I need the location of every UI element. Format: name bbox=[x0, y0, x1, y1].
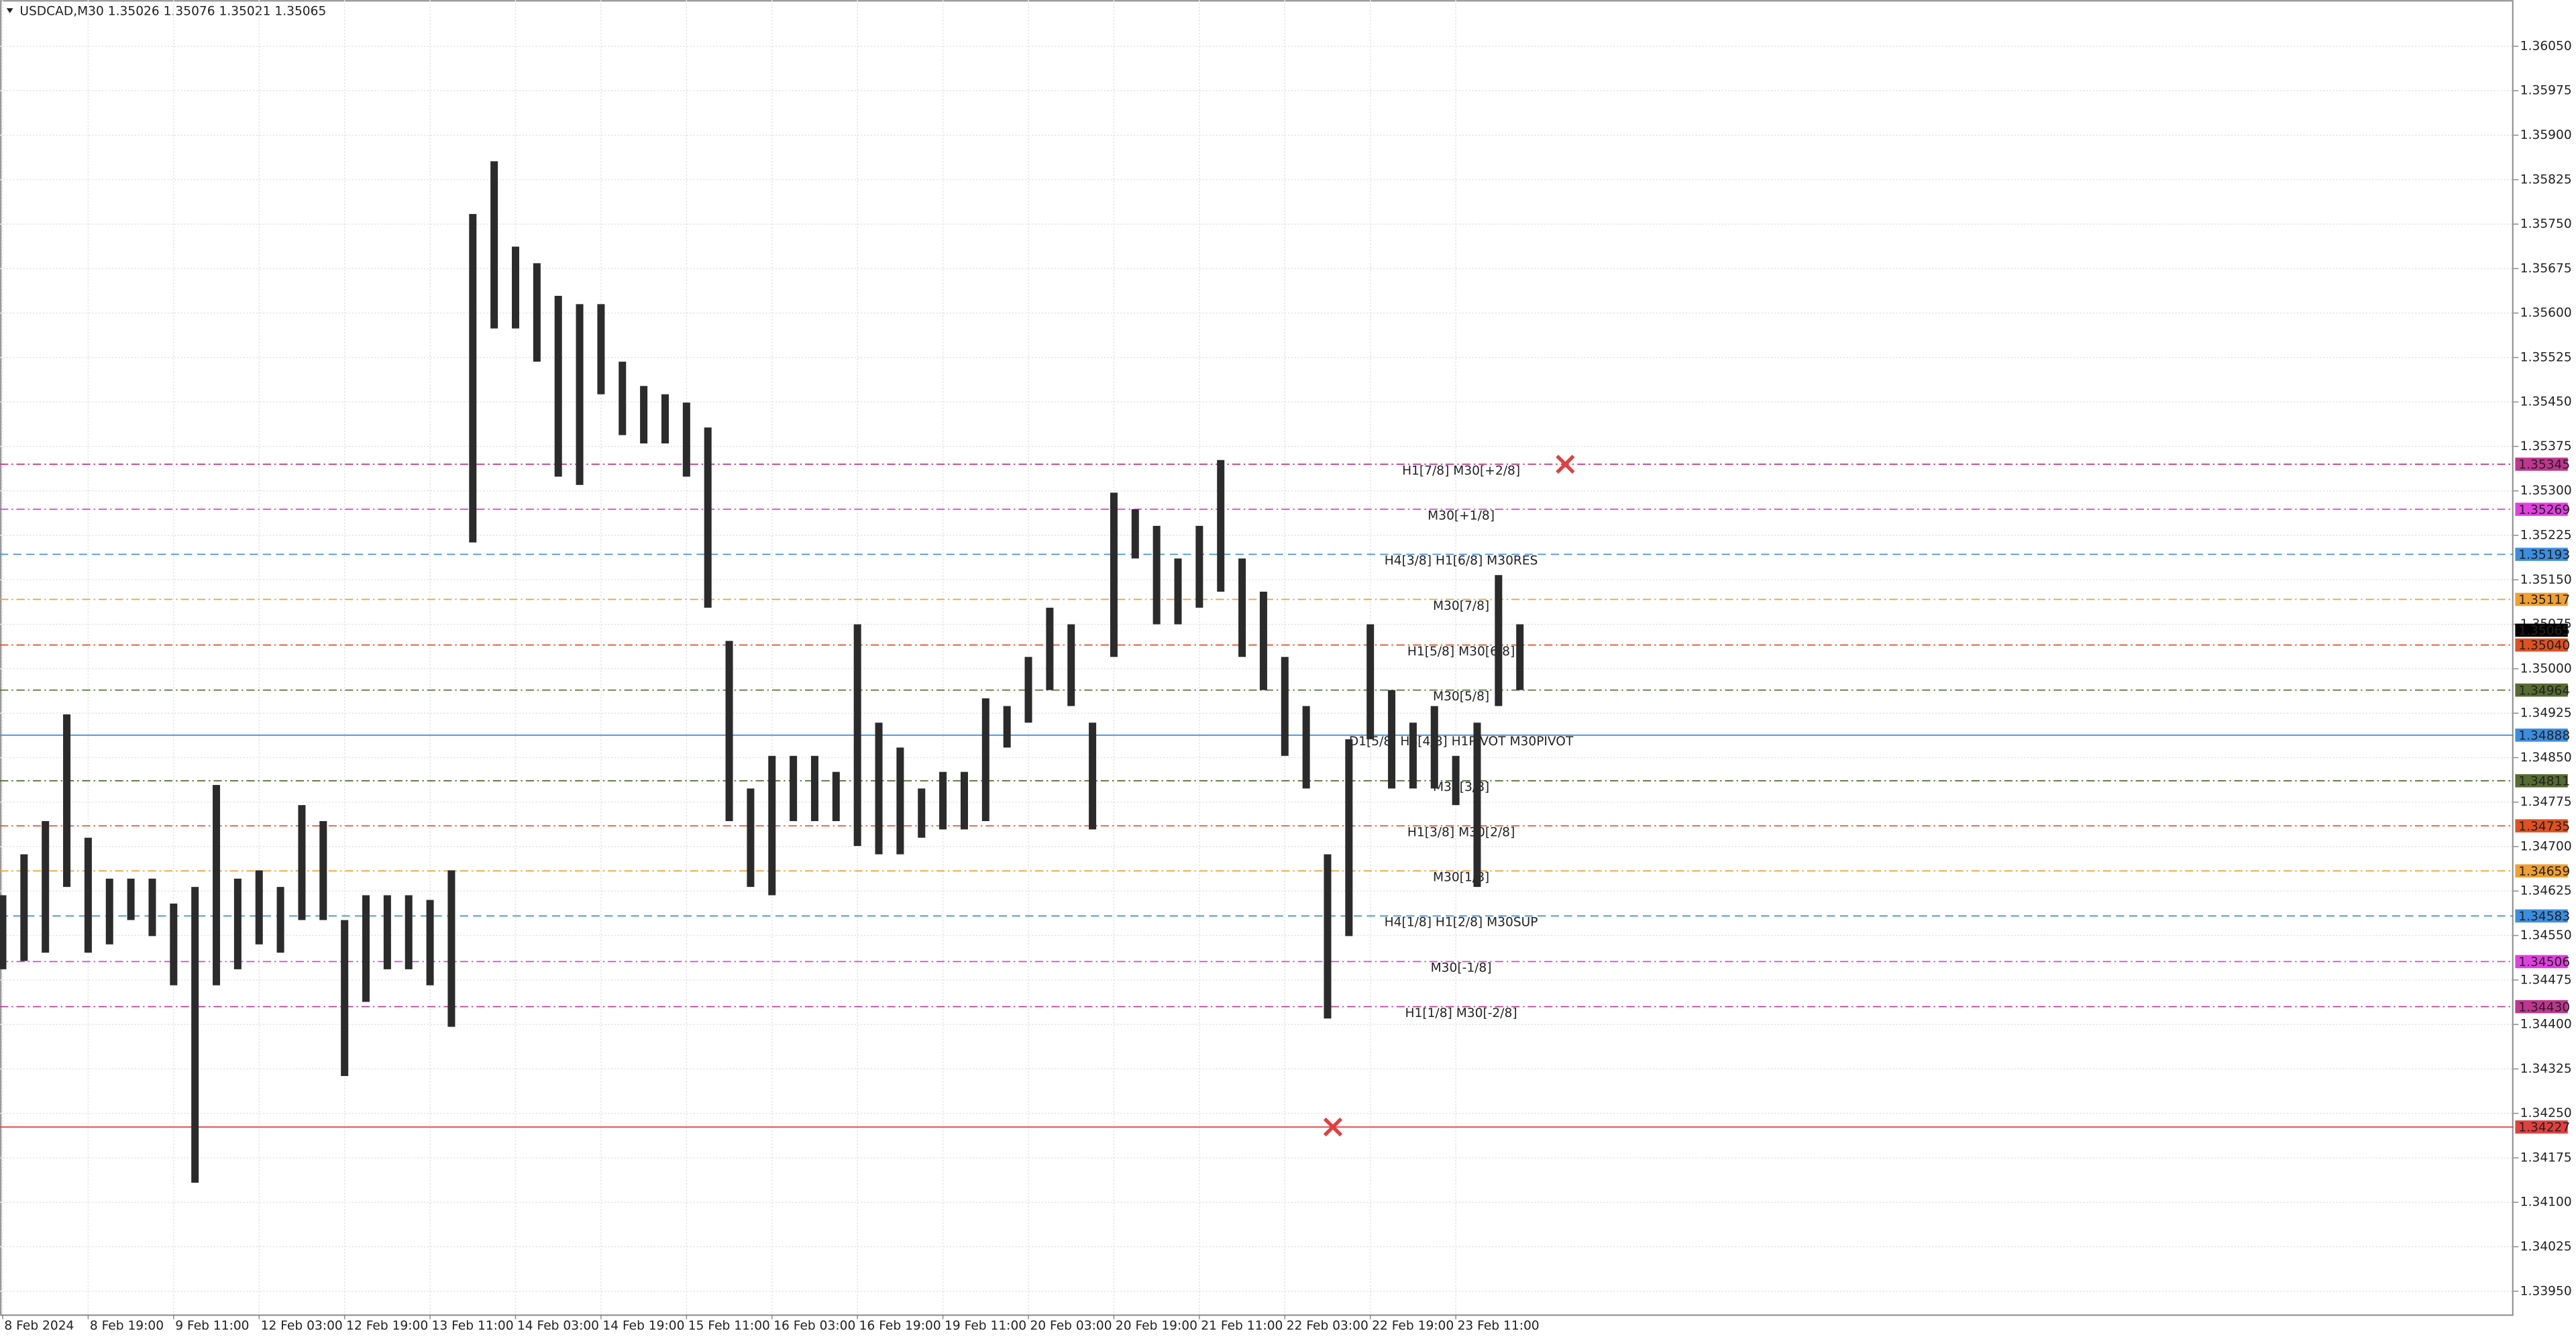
price-tag bbox=[2515, 638, 2568, 652]
price-tag bbox=[2515, 819, 2568, 833]
x-tick-label: 20 Feb 19:00 bbox=[1116, 1319, 1197, 1333]
price-tag bbox=[2515, 909, 2568, 923]
x-tick-label: 16 Feb 03:00 bbox=[773, 1319, 855, 1333]
level-label: H4[3/8] H1[6/8] M30RES bbox=[1385, 554, 1538, 568]
price-tag-label: 1.35040 bbox=[2518, 639, 2570, 653]
y-tick-label: 1.34100 bbox=[2520, 1195, 2572, 1210]
y-tick-label: 1.34175 bbox=[2520, 1150, 2572, 1165]
header: USDCAD,M30 1.35026 1.35076 1.35021 1.350… bbox=[19, 5, 326, 19]
x-tick-label: 22 Feb 03:00 bbox=[1287, 1319, 1368, 1333]
level-label: M30[7/8] bbox=[1433, 599, 1489, 613]
cross-marker bbox=[1556, 454, 1575, 474]
y-tick-label: 1.34550 bbox=[2520, 928, 2572, 943]
x-tick-label: 22 Feb 19:00 bbox=[1372, 1319, 1454, 1333]
price-tag bbox=[2515, 502, 2568, 516]
price-tag-label: 1.34659 bbox=[2518, 865, 2570, 879]
x-tick-label: 23 Feb 11:00 bbox=[1458, 1319, 1540, 1333]
y-tick-label: 1.35825 bbox=[2520, 172, 2572, 186]
x-tick-label: 16 Feb 19:00 bbox=[859, 1319, 941, 1333]
y-tick-label: 1.34250 bbox=[2520, 1106, 2572, 1120]
y-tick-label: 1.34925 bbox=[2520, 706, 2572, 720]
price-tag bbox=[2515, 592, 2568, 606]
price-tag bbox=[2515, 1000, 2568, 1014]
price-tag-label: 1.34811 bbox=[2518, 775, 2570, 789]
price-tag bbox=[2515, 623, 2568, 637]
x-tick-label: 21 Feb 11:00 bbox=[1201, 1319, 1283, 1333]
y-tick-label: 1.35600 bbox=[2520, 306, 2572, 320]
price-tag-label: 1.35065 bbox=[2518, 624, 2570, 638]
y-tick-label: 1.35975 bbox=[2520, 84, 2572, 98]
price-tag-label: 1.34735 bbox=[2518, 820, 2570, 834]
y-tick-label: 1.33950 bbox=[2520, 1284, 2572, 1298]
price-tag-label: 1.35117 bbox=[2518, 593, 2570, 607]
level-label: M30[+1/8] bbox=[1428, 508, 1495, 523]
price-tag-label: 1.34227 bbox=[2518, 1121, 2570, 1135]
y-tick-label: 1.35300 bbox=[2520, 484, 2572, 498]
y-tick-label: 1.34700 bbox=[2520, 839, 2572, 853]
y-tick-label: 1.34775 bbox=[2520, 795, 2572, 809]
x-tick-label: 12 Feb 19:00 bbox=[346, 1319, 428, 1333]
price-tag bbox=[2515, 547, 2568, 561]
x-tick-label: 12 Feb 03:00 bbox=[261, 1319, 343, 1333]
price-tag-label: 1.34964 bbox=[2518, 684, 2570, 698]
price-tag-label: 1.35345 bbox=[2518, 458, 2570, 472]
price-tag bbox=[2515, 774, 2568, 788]
price-tag-label: 1.34888 bbox=[2518, 729, 2570, 743]
x-tick-label: 15 Feb 11:00 bbox=[688, 1319, 770, 1333]
plot-frame bbox=[0, 0, 2514, 1316]
level-label: D1[5/8] H4[4/8] H1PIVOT M30PIVOT bbox=[1349, 735, 1574, 749]
price-tag-label: 1.34430 bbox=[2518, 1000, 2570, 1014]
price-tag bbox=[2515, 458, 2568, 471]
y-tick-label: 1.34325 bbox=[2520, 1062, 2572, 1076]
x-tick-label: 19 Feb 11:00 bbox=[945, 1319, 1026, 1333]
x-tick-label: 20 Feb 03:00 bbox=[1030, 1319, 1112, 1333]
cross-marker bbox=[1323, 1117, 1343, 1137]
y-tick-label: 1.35225 bbox=[2520, 529, 2572, 543]
y-tick-label: 1.35375 bbox=[2520, 439, 2572, 453]
y-tick-label: 1.36050 bbox=[2520, 39, 2572, 53]
level-label: H1[5/8] M30[6/8] bbox=[1407, 645, 1515, 659]
level-label: M30[-1/8] bbox=[1431, 961, 1492, 975]
price-tag-label: 1.34583 bbox=[2518, 910, 2570, 924]
price-tag bbox=[2515, 955, 2568, 969]
y-tick-label: 1.35675 bbox=[2520, 262, 2572, 276]
level-label: H1[7/8] M30[+2/8] bbox=[1402, 464, 1520, 478]
price-tag-label: 1.35193 bbox=[2518, 548, 2570, 562]
x-tick-label: 13 Feb 11:00 bbox=[432, 1319, 514, 1333]
price-tag-label: 1.34506 bbox=[2518, 955, 2570, 969]
x-tick-label: 9 Feb 11:00 bbox=[175, 1319, 249, 1333]
level-label: H4[1/8] H1[2/8] M30SUP bbox=[1385, 916, 1538, 930]
level-label: H1[1/8] M30[-2/8] bbox=[1405, 1006, 1517, 1020]
y-tick-label: 1.35900 bbox=[2520, 128, 2572, 142]
y-tick-label: 1.35150 bbox=[2520, 573, 2572, 587]
y-tick-label: 1.34400 bbox=[2520, 1018, 2572, 1032]
level-label: H1[3/8] M30[2/8] bbox=[1407, 825, 1515, 839]
price-tag bbox=[2515, 864, 2568, 878]
price-tag bbox=[2515, 729, 2568, 742]
y-tick-label: 1.35750 bbox=[2520, 217, 2572, 231]
x-tick-label: 14 Feb 03:00 bbox=[517, 1319, 599, 1333]
y-tick-label: 1.35450 bbox=[2520, 395, 2572, 409]
price-tag bbox=[2515, 683, 2568, 697]
menu-arrow[interactable] bbox=[6, 8, 13, 13]
y-tick-label: 1.34850 bbox=[2520, 751, 2572, 765]
x-tick-label: 8 Feb 2024 bbox=[4, 1319, 74, 1333]
y-tick-label: 1.34475 bbox=[2520, 973, 2572, 987]
y-tick-label: 1.35000 bbox=[2520, 661, 2572, 676]
y-tick-label: 1.35525 bbox=[2520, 350, 2572, 364]
level-label: M30[5/8] bbox=[1433, 690, 1489, 704]
price-tag-label: 1.35269 bbox=[2518, 503, 2570, 517]
level-label: M30[3/8] bbox=[1433, 780, 1489, 794]
y-tick-label: 1.34025 bbox=[2520, 1240, 2572, 1254]
level-label: M30[1/8] bbox=[1433, 871, 1489, 885]
x-tick-label: 14 Feb 19:00 bbox=[602, 1319, 684, 1333]
price-tag bbox=[2515, 1120, 2568, 1134]
x-tick-label: 8 Feb 19:00 bbox=[90, 1319, 164, 1333]
y-tick-label: 1.34625 bbox=[2520, 884, 2572, 898]
